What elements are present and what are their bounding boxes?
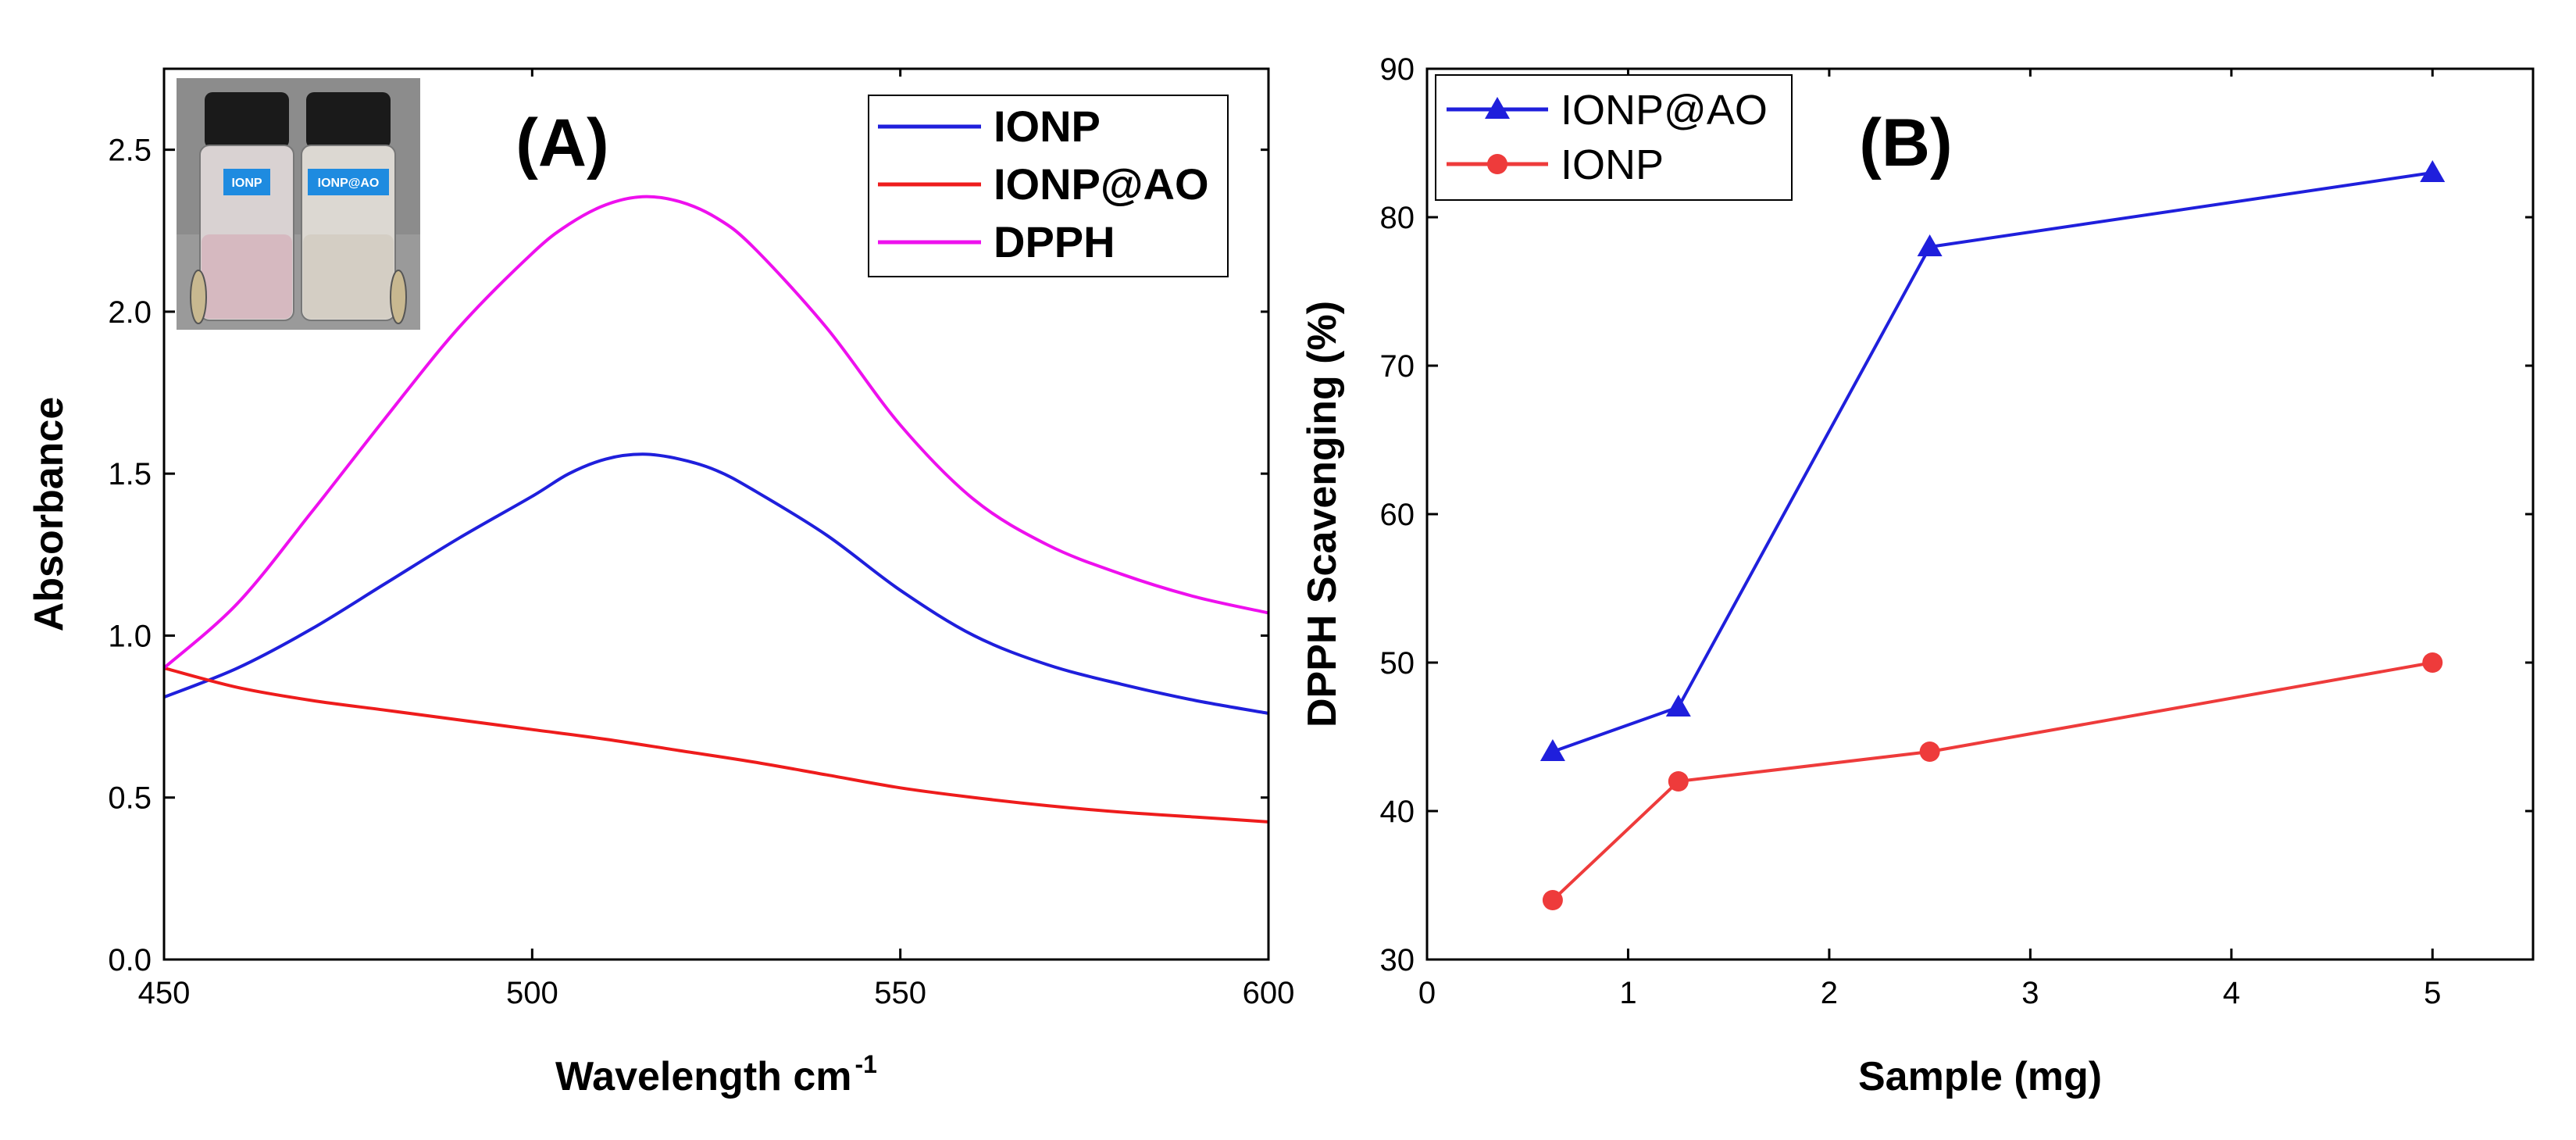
chart-b-xtick-label: 4 xyxy=(2223,976,2240,1010)
panel-label-b: (B) xyxy=(1859,105,1952,180)
chart-b-ytick-label: 90 xyxy=(1380,52,1415,87)
chart-b-series-ionp-ao-point xyxy=(1540,739,1565,761)
chart-b-series-ionp-point xyxy=(1668,771,1689,792)
chart-a-ytick-label: 0.5 xyxy=(108,781,152,816)
chart-b: 0 1 2 3 4 5 30 40 50 60 70 80 90 (B) IONP@AO IONP Sam… xyxy=(1300,52,2535,1099)
chart-b-series-ionp-point xyxy=(2422,652,2443,673)
chart-b-xtick-label: 5 xyxy=(2424,976,2441,1010)
chart-a-ytick-label: 0.0 xyxy=(108,943,152,977)
chart-a-frame xyxy=(162,67,1270,961)
chart-b-legend-marker-ionp-ao xyxy=(1485,97,1510,119)
chart-a-series-ionp-ao-line xyxy=(163,666,1269,824)
chart-b-legend-label-ionp: IONP xyxy=(1561,141,1664,188)
chart-a: 450 500 550 600 0.0 0.5 1.0 1.5 2.0 2.5 IONP IONP… xyxy=(27,67,1294,1099)
chart-a-xtick-label: 550 xyxy=(874,976,926,1010)
chart-b-legend-label-ionp-ao: IONP@AO xyxy=(1561,87,1768,134)
chart-b-legend-box xyxy=(1435,74,1793,201)
chart-b-xlabel: Sample (mg) xyxy=(1858,1054,2102,1099)
chart-a-ylabel: Absorbance xyxy=(27,397,72,632)
vial-text-left: IONP xyxy=(231,177,262,190)
chart-a-ytick-label: 2.0 xyxy=(108,295,152,330)
inset-photo: IONP IONP@AO xyxy=(177,78,420,330)
chart-b-xtick-label: 0 xyxy=(1418,976,1436,1010)
chart-a-xlabel: Wavelength cm -1 xyxy=(555,1050,877,1099)
vial-label-right xyxy=(308,169,389,195)
chart-a-xtick-label: 500 xyxy=(506,976,558,1010)
chart-b-legend: IONP@AO IONP xyxy=(1435,74,1793,201)
chart-a-series-group xyxy=(162,195,1269,824)
chart-a-ytick-label: 1.0 xyxy=(108,619,152,653)
chart-b-xtick-label: 3 xyxy=(2021,976,2039,1010)
chart-b-legend-marker-ionp xyxy=(1487,154,1507,174)
chart-b-series-ionp-ao-point xyxy=(1665,695,1691,717)
chart-b-ytick-label: 70 xyxy=(1380,349,1415,384)
vial-text-right: IONP@AO xyxy=(318,177,380,190)
chart-b-ytick-label: 60 xyxy=(1380,498,1415,532)
chart-a-xlabel-text: Wavelength cm xyxy=(555,1054,852,1099)
chart-b-ytick-label: 80 xyxy=(1380,201,1415,235)
chart-b-ylabel: DPPH Scavenging (%) xyxy=(1300,301,1345,727)
chart-b-xtick-label: 1 xyxy=(1619,976,1636,1010)
chart-b-ytick-label: 40 xyxy=(1380,795,1415,829)
chart-a-xtick-label: 450 xyxy=(138,976,191,1010)
chart-a-ticks: 450 500 550 600 0.0 0.5 1.0 1.5 2.0 2.5 xyxy=(108,69,1294,1010)
chart-b-series-ionp-ao-point xyxy=(1917,234,1943,256)
chart-a-xtick-label: 600 xyxy=(1243,976,1295,1010)
chart-a-ytick-label: 1.5 xyxy=(108,457,152,491)
chart-a-series-ionp-line xyxy=(163,452,1269,715)
chart-b-series-ionp-ao-point xyxy=(2420,160,2446,182)
chart-b-series-ionp-ao-line xyxy=(1552,171,2433,753)
panel-label-a: (A) xyxy=(516,105,608,180)
chart-a-series-dpph-line xyxy=(162,195,1269,670)
chart-b-frame xyxy=(1425,67,2535,961)
vial-label-left xyxy=(223,169,270,195)
chart-a-legend-label-ionp: IONP xyxy=(994,102,1101,151)
chart-b-ytick-label: 50 xyxy=(1380,646,1415,681)
chart-b-series-ionp-point xyxy=(1542,890,1563,910)
chart-b-series-ionp-point xyxy=(1919,742,1940,762)
chart-b-ytick-label: 30 xyxy=(1380,943,1415,977)
chart-a-legend: IONP IONP@AO DPPH xyxy=(868,95,1229,277)
chart-a-legend-label-ionp-ao: IONP@AO xyxy=(994,159,1209,209)
chart-b-xtick-label: 2 xyxy=(1821,976,1838,1010)
chart-b-ticks: 0 1 2 3 4 5 30 40 50 60 70 80 90 xyxy=(1380,52,2533,1010)
chart-a-ytick-label: 2.5 xyxy=(108,134,152,168)
chart-a-legend-label-dpph: DPPH xyxy=(994,217,1115,266)
chart-b-series-ionp-line xyxy=(1551,661,2433,902)
chart-a-xlabel-sup: -1 xyxy=(855,1050,877,1078)
chart-b-series-group xyxy=(1540,160,2446,910)
